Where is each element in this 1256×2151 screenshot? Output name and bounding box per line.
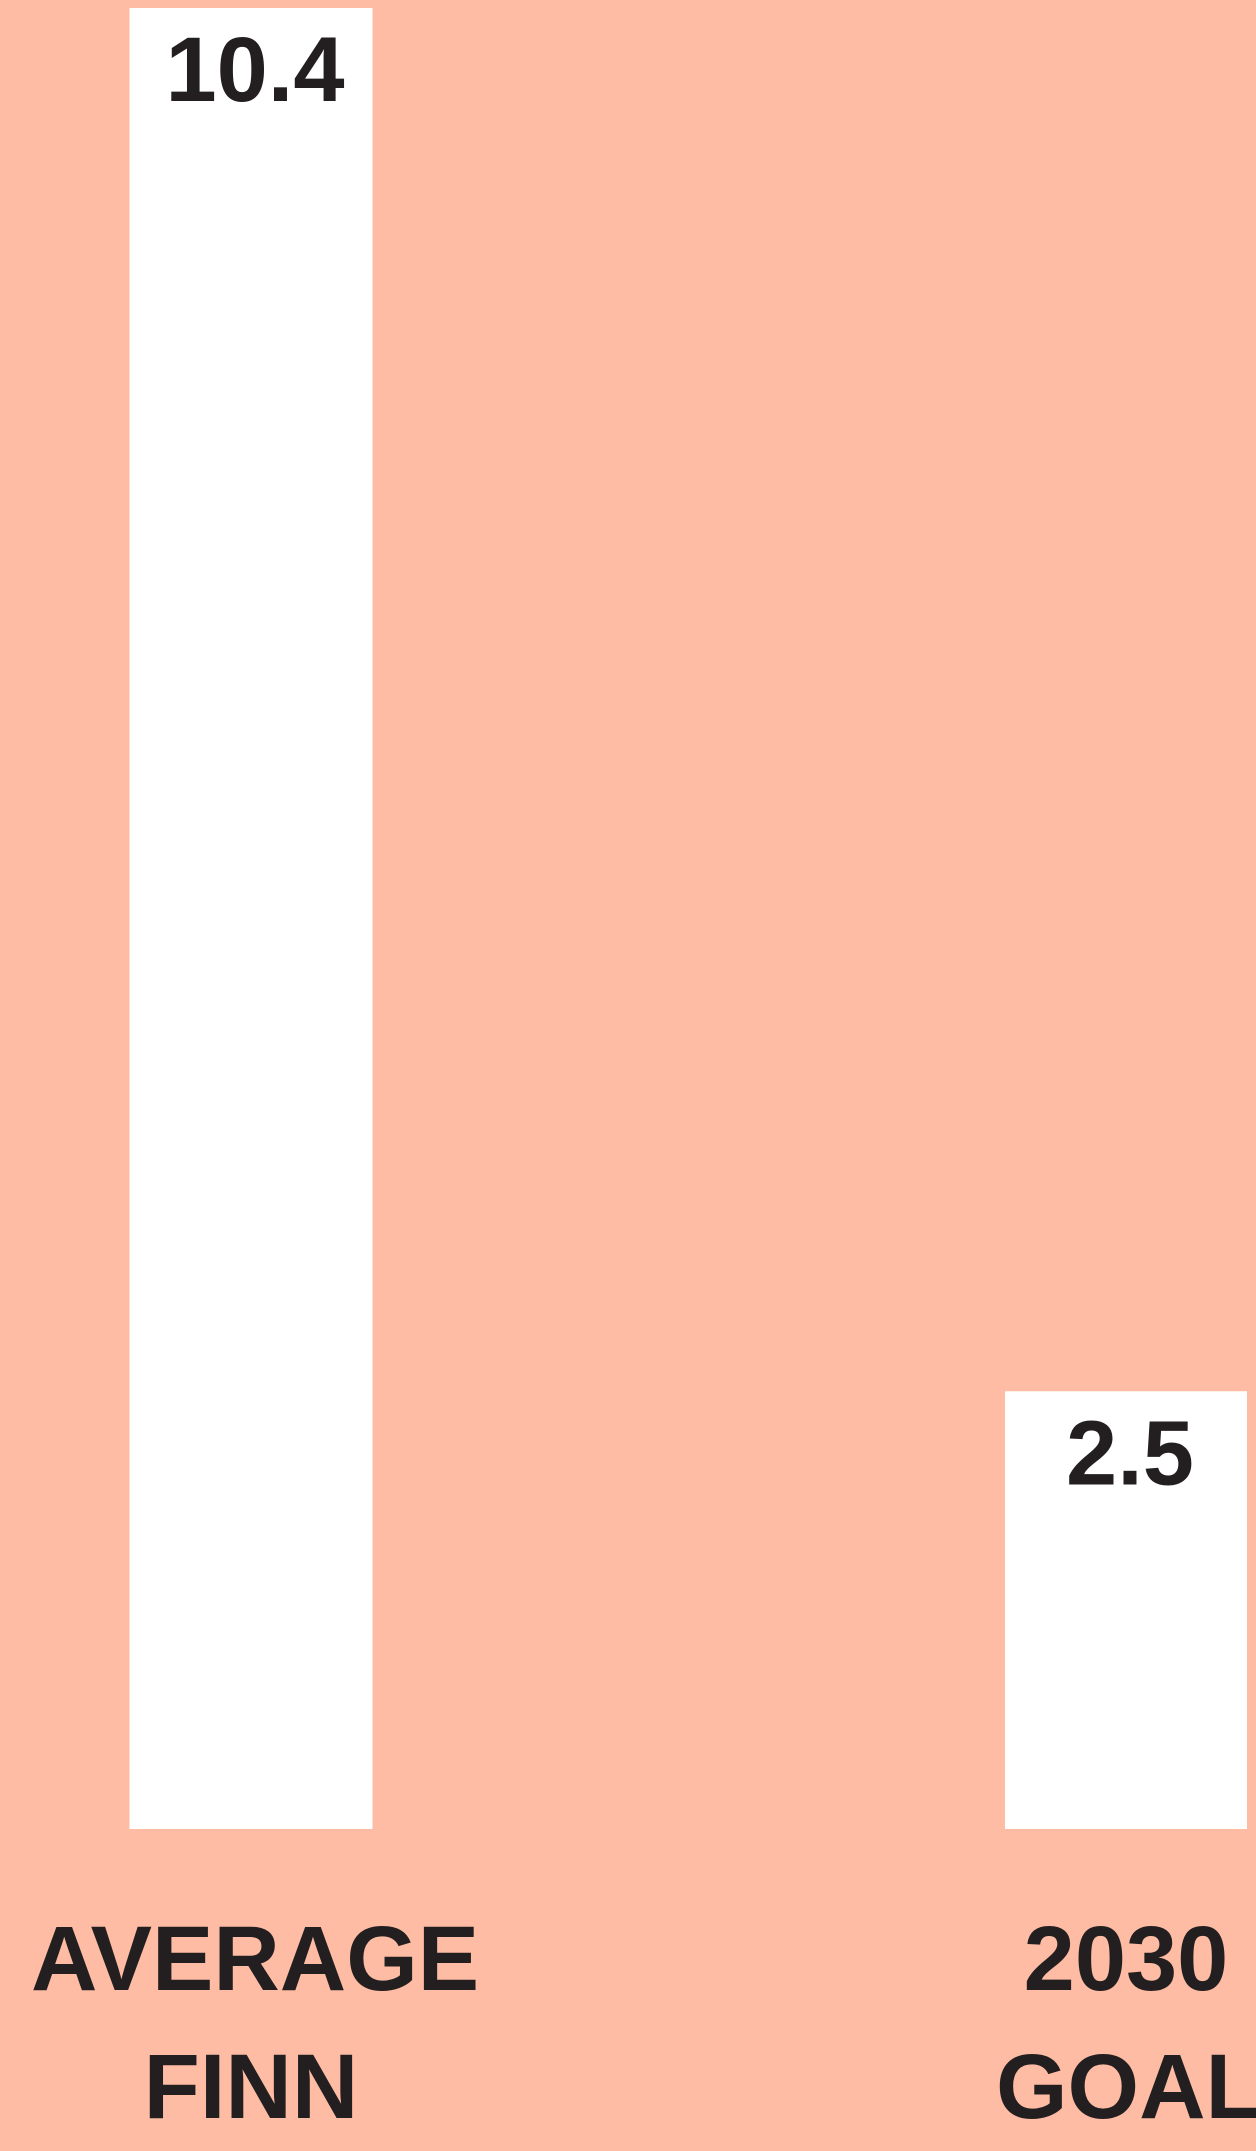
bar: [1005, 1391, 1247, 1829]
value-label: 2.5: [1066, 1402, 1194, 1504]
chart: 10.4 2.5: [129, 8, 1247, 1829]
value-label: 10.4: [165, 19, 344, 121]
category-label: 2030 GOAL: [996, 1908, 1256, 2138]
category-label: AVERAGE FINN: [31, 1908, 480, 2138]
bar: [129, 8, 373, 1829]
